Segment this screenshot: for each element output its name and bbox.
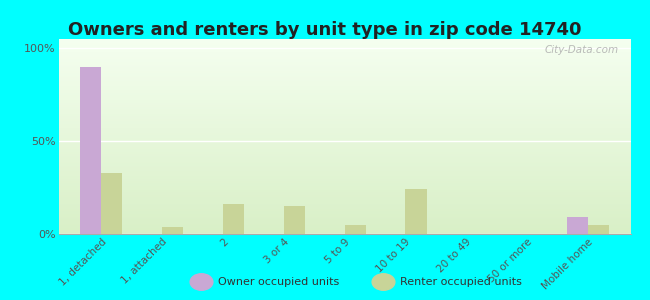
Text: Owners and renters by unit type in zip code 14740: Owners and renters by unit type in zip c… — [68, 21, 582, 39]
Bar — [567, 217, 588, 234]
Bar — [101, 173, 122, 234]
Text: Owner occupied units: Owner occupied units — [218, 277, 339, 287]
Text: Renter occupied units: Renter occupied units — [400, 277, 521, 287]
Bar — [162, 226, 183, 234]
Bar — [283, 206, 305, 234]
Bar — [80, 67, 101, 234]
Bar — [406, 189, 426, 234]
Bar — [588, 225, 609, 234]
Bar — [344, 225, 366, 234]
Bar — [223, 204, 244, 234]
Text: City-Data.com: City-Data.com — [545, 45, 619, 55]
